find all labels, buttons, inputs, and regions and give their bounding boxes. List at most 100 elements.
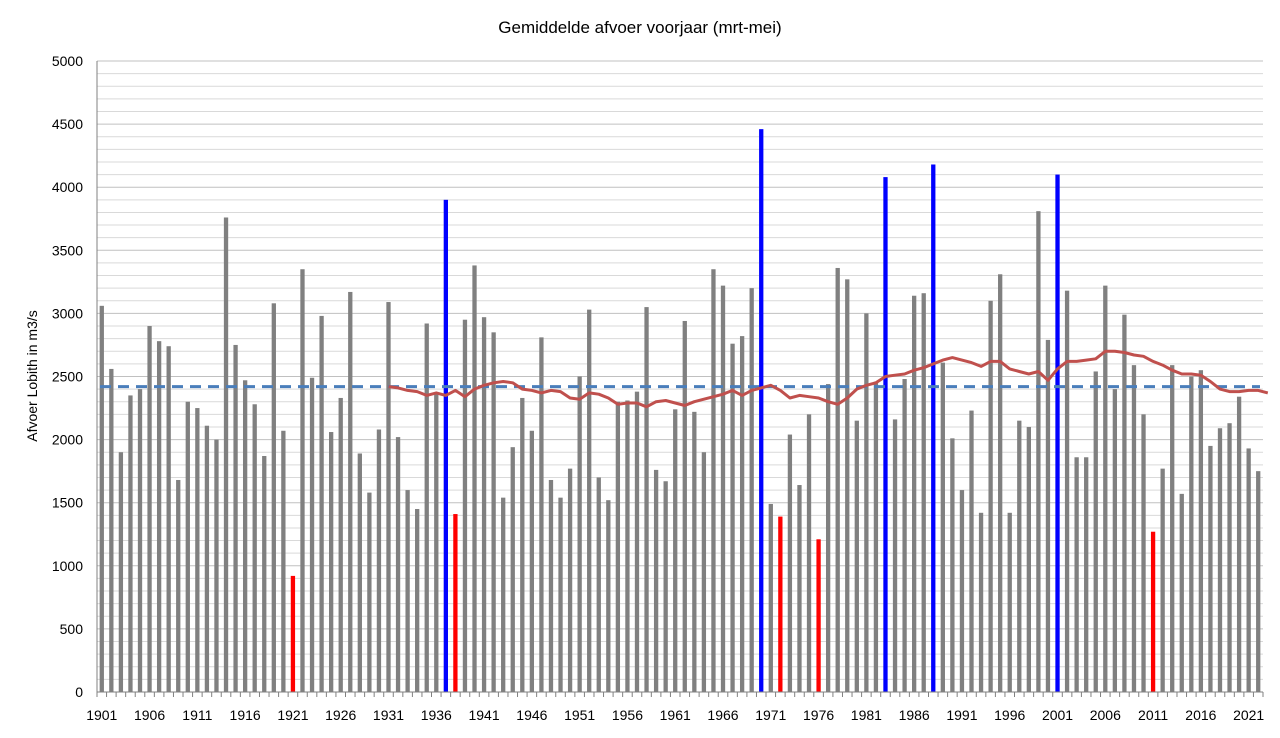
bar-1940 [472, 265, 477, 692]
bar-1919 [271, 303, 276, 692]
y-tick-label: 0 [75, 684, 83, 700]
x-tick-label: 2006 [1090, 707, 1121, 723]
bar-1967 [730, 343, 735, 692]
bar-1980 [854, 420, 859, 692]
bar-1988 [931, 164, 936, 692]
bar-1951 [577, 376, 582, 692]
bar-1959 [653, 469, 659, 692]
bar-1903 [118, 452, 124, 692]
x-tick-label: 1911 [182, 707, 212, 723]
bar-1996 [1007, 512, 1012, 692]
x-tick-label: 1901 [86, 707, 117, 723]
bar-1911 [195, 408, 200, 692]
bar-2006 [1103, 285, 1108, 692]
bar-1960 [663, 481, 668, 692]
bar-1916 [242, 380, 248, 692]
bar-1902 [109, 368, 114, 692]
bar-1901 [99, 305, 104, 692]
bar-1923 [309, 377, 315, 692]
bar-1985 [902, 379, 907, 692]
y-tick-label: 1500 [52, 495, 83, 511]
bar-1971 [768, 503, 773, 692]
bar-1934 [415, 509, 420, 692]
x-tick-label: 2011 [1138, 707, 1168, 723]
bar-1910 [185, 401, 190, 692]
bar-1953 [596, 477, 601, 692]
x-tick-label: 1971 [755, 707, 786, 723]
bar-2000 [1045, 339, 1051, 692]
bar-1938 [453, 514, 458, 692]
moving-average-line [388, 349, 1269, 409]
bar-1984 [892, 419, 898, 692]
bar-2015 [1189, 376, 1194, 692]
bar-1949 [558, 497, 563, 692]
bar-1942 [491, 332, 496, 692]
bar-1957 [634, 391, 640, 692]
bar-1964 [701, 452, 707, 692]
bar-2020 [1236, 396, 1242, 692]
y-tick-label: 4000 [52, 179, 83, 195]
bar-1936 [434, 394, 439, 692]
bar-1906 [147, 326, 152, 692]
y-axis-label: Afvoer Lobith in m3/s [24, 310, 40, 442]
bar-1917 [252, 404, 257, 692]
bar-1995 [998, 274, 1003, 692]
bar-1945 [520, 397, 525, 692]
bar-1948 [548, 479, 554, 692]
bar-2014 [1179, 493, 1184, 692]
bar-1925 [329, 432, 334, 692]
bar-1977 [825, 384, 831, 692]
bar-1937 [443, 199, 448, 692]
bar-1946 [529, 430, 535, 692]
bar-1958 [644, 307, 649, 692]
bar-1929 [367, 492, 372, 692]
x-tick-label: 1956 [612, 707, 643, 723]
x-tick-label: 1936 [421, 707, 452, 723]
x-tick-label: 1941 [468, 707, 499, 723]
bar-1992 [969, 410, 974, 692]
bar-1933 [405, 490, 410, 692]
bar-1989 [940, 362, 945, 692]
bar-1979 [845, 279, 850, 692]
y-tick-label: 2000 [52, 432, 83, 448]
x-tick-label: 1931 [373, 707, 404, 723]
x-tick-label: 1991 [946, 707, 977, 723]
bar-1966 [720, 285, 726, 692]
bar-1947 [539, 337, 544, 692]
bar-1981 [864, 313, 869, 692]
bar-1968 [739, 336, 745, 692]
x-tick-label: 1916 [230, 707, 261, 723]
bar-1972 [778, 516, 783, 692]
bar-1952 [587, 309, 592, 692]
x-tick-label: 1946 [516, 707, 547, 723]
bar-1969 [749, 288, 754, 692]
bar-1954 [606, 500, 611, 692]
bar-1941 [481, 317, 487, 692]
bar-1963 [692, 411, 697, 692]
bar-2017 [1208, 445, 1213, 692]
bar-2013 [1170, 365, 1175, 692]
bar-1943 [501, 497, 506, 692]
bar-1924 [319, 315, 324, 692]
bar-2001 [1055, 174, 1060, 692]
bar-1915 [233, 344, 238, 692]
bar-1978 [835, 267, 840, 692]
bar-1909 [176, 479, 181, 692]
x-axis-tick-labels: 1901 1906 1911 1916 1921 1926 1931 1936 1941 1946… [86, 707, 1264, 723]
bar-1930 [376, 429, 382, 692]
y-tick-label: 500 [60, 621, 84, 637]
y-tick-label: 3500 [52, 242, 83, 258]
x-tick-label: 1976 [803, 707, 834, 723]
bar-1905 [137, 389, 143, 692]
line-series [100, 349, 1269, 409]
bar-2011 [1150, 531, 1156, 692]
bar-1921 [290, 575, 296, 692]
bar-1991 [959, 490, 965, 692]
bar-1961 [673, 409, 678, 692]
bar-2022 [1256, 471, 1261, 692]
bar-1928 [357, 453, 362, 692]
bar-2009 [1131, 365, 1137, 692]
bar-1907 [156, 341, 162, 692]
bar-1973 [787, 434, 793, 692]
x-tick-label: 2016 [1185, 707, 1216, 723]
